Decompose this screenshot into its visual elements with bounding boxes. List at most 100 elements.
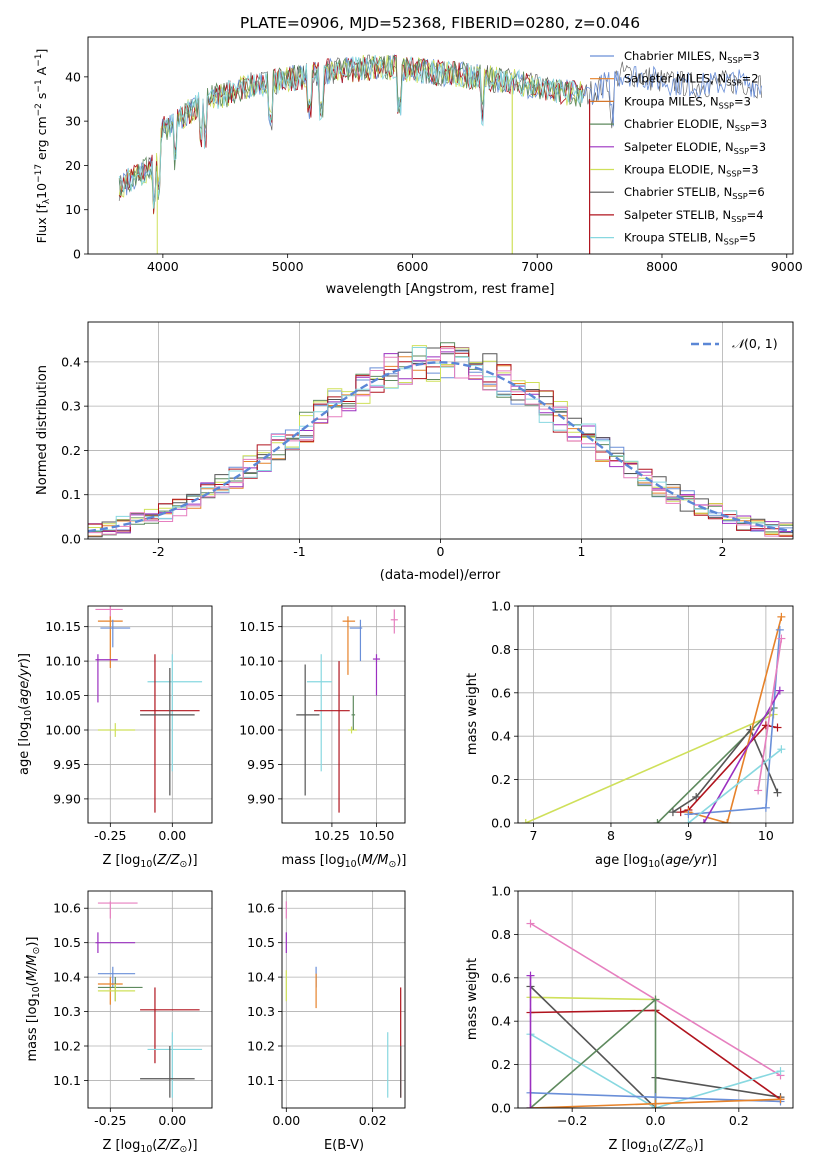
label-part: ⊙ [180,859,188,870]
legend-entry: Salpeter STELIB, NSSP=4 [590,208,764,224]
plot-area [95,606,203,813]
label-part: (0, 1) [744,336,778,351]
weight-line [757,638,783,791]
errorbar-point [95,932,136,953]
label-part: Z [log [102,1138,140,1153]
label-part: ( [152,853,157,868]
x-tick-label: 0.02 [359,1113,387,1128]
label-part: SSP [731,214,746,224]
label-part: =2 [742,72,759,86]
legend-entry: Chabrier ELODIE, NSSP=3 [590,117,767,133]
y-tick-label: 10.00 [239,723,275,738]
label-part: ( [25,981,40,986]
y-tick-label: 0.6 [491,970,511,985]
label-part: )] [25,937,40,947]
errorbar-point [97,723,136,737]
weight-line [530,996,656,1001]
legend-label: Kroupa ELODIE, NSSP=3 [624,163,759,179]
y-axis-label: Normed distribution [35,365,50,495]
label-part: =4 [747,208,764,222]
weight-line [703,690,781,823]
label-part: −2 [34,103,44,116]
y-tick-label: 0.1 [61,487,81,502]
y-tick-label: 0.4 [491,729,511,744]
label-part: =3 [734,94,751,108]
errorbar-point [347,726,357,734]
label-part: mass [log [25,998,40,1061]
y-tick-label: 20 [65,158,81,173]
y-tick-label: 10.6 [53,901,81,916]
label-part: SSP [726,78,741,88]
axes-frame [517,605,794,824]
label-part: =3 [749,140,766,154]
weight-line [530,1033,781,1108]
x-tick-label: 0.00 [272,1113,300,1128]
x-tick-label: -2 [152,544,164,559]
label-part: ⊙ [180,1144,188,1155]
label-part: (data-model)/error [380,568,501,583]
y-tick-label: 10.1 [247,1073,275,1088]
plot-area [296,609,398,813]
x-axis-label: age [log10(age/yr)] [595,853,717,870]
y-tick-label: 9.95 [247,757,275,772]
axes-frame [87,890,213,1109]
label-part: SSP [719,100,734,110]
x-tick-label: 9000 [771,259,803,274]
label-part: Salpeter ELODIE, N [624,140,734,154]
x-tick-label: 7000 [521,259,553,274]
histogram-step [88,348,793,537]
label-part: mass weight [465,673,480,755]
legend-label: 𝒩(0, 1) [732,336,778,351]
errorbar-point [314,661,350,813]
errorbar-point [296,664,320,796]
label-part: Chabrier MILES, N [624,49,727,63]
spectrum-line [118,55,584,209]
errorbar-point [95,654,118,703]
axes-mass_vs_EBV: 0.00 0.02 10.1 10.2 10.3 10.4 10.5 10.6 [247,890,406,1128]
x-tick-label: 0.00 [158,1113,186,1128]
label-part: )] [693,1138,703,1153]
errorbar-point [97,984,136,1002]
plot-area [285,901,402,1098]
axes-mass_vs_Z: -0.25 0.00 10.1 10.2 10.3 10.4 10.5 10.6 [53,890,213,1128]
label-part: =3 [750,117,767,131]
label-part: ( [17,705,32,710]
label-part: ( [660,853,665,868]
legend-label: Salpeter STELIB, NSSP=4 [624,208,764,224]
y-tick-label: 10 [65,202,81,217]
errorbar-point [372,654,381,696]
y-axis-label: mass [log10(M/M⊙)] [25,937,42,1062]
axes-frame [87,36,794,255]
label-part: Z/Z [662,1138,686,1153]
legend-label: Kroupa MILES, NSSP=3 [624,94,751,110]
y-axis-label: Flux [fλ10−17 erg cm−2 s−1 A−1] [34,49,52,244]
weight-line [672,728,779,813]
y-tick-label: 1.0 [491,884,511,899]
label-part: E(B-V) [324,1138,364,1153]
y-tick-label: 0.0 [491,816,511,831]
y-tick-label: 0.4 [61,354,81,369]
legend-entry: Kroupa ELODIE, NSSP=3 [590,163,759,179]
x-tick-label: 2 [719,544,727,559]
y-tick-label: 10.15 [45,619,81,634]
label-part: age [log [17,722,32,775]
plot-area [526,919,785,1108]
y-tick-label: 9.90 [53,791,81,806]
x-axis-label: Z [log10(Z/Z⊙)] [608,1138,703,1155]
x-tick-label: 6000 [397,259,429,274]
legend-entry: Kroupa STELIB, NSSP=5 [590,231,756,247]
x-axis-label: wavelength [Angstrom, rest frame] [326,282,555,297]
legend-entry: Kroupa MILES, NSSP=3 [590,94,751,110]
errorbar-point [147,654,203,772]
y-tick-label: 30 [65,114,81,129]
label-part: =3 [743,49,760,63]
label-part: ( [152,1138,157,1153]
axes-residuals: -2 -1 0 1 2 0.0 0.1 0.2 0.3 0.4 𝒩(0, 1) [61,321,794,559]
label-part: −1 [34,79,44,92]
legend-entry: Chabrier STELIB, NSSP=6 [590,185,765,201]
plot-area [95,901,203,1098]
legend-label: Salpeter ELODIE, NSSP=3 [624,140,766,156]
y-tick-label: 9.95 [53,757,81,772]
label-part: mass weight [465,958,480,1040]
